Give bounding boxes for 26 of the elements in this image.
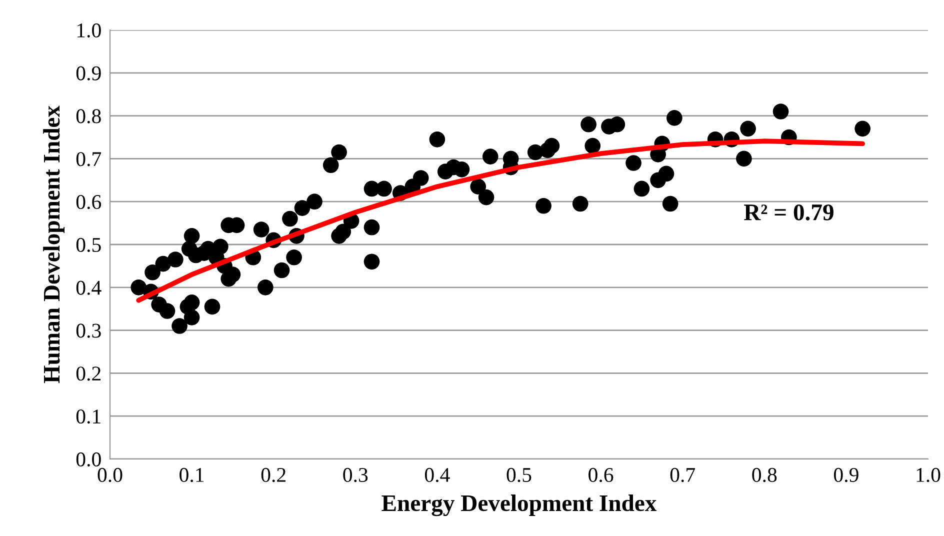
annotation: R² = 0.79: [744, 204, 834, 220]
x-tick-label: 0.0: [98, 468, 122, 482]
x-tick-label: 0.6: [588, 468, 614, 482]
x-tick-label: 0.2: [261, 468, 286, 482]
x-tick-label: 0.3: [343, 468, 368, 482]
y-tick-label: 0.7: [76, 152, 102, 166]
y-tick-label: 1.0: [77, 23, 101, 38]
x-tick-label: 0.1: [180, 468, 204, 482]
y-tick-label: 0.5: [76, 238, 101, 252]
x-axis-title: Energy Development Index: [382, 494, 657, 516]
y-tick-label: 0.0: [76, 452, 101, 467]
x-tick-label: 0.4: [424, 468, 450, 482]
y-tick-label: 0.9: [76, 66, 101, 80]
x-tick-label: 0.5: [506, 468, 532, 482]
y-tick-label: 0.1: [76, 409, 100, 424]
x-tick-label: 0.7: [670, 468, 696, 482]
x-tick-label: 0.9: [834, 468, 858, 482]
y-tick-label: 0.8: [76, 109, 101, 124]
y-tick-label: 0.4: [76, 280, 102, 295]
y-axis-title: Human Development Index: [43, 106, 65, 384]
line-series: [136, 138, 865, 303]
y-tick-label: 0.6: [76, 194, 102, 210]
y-tick-label: 0.2: [76, 366, 101, 381]
y-tick-label: 0.3: [76, 324, 101, 338]
x-tick-label: 0.8: [752, 468, 777, 482]
x-tick-label: 1.0: [916, 468, 940, 482]
